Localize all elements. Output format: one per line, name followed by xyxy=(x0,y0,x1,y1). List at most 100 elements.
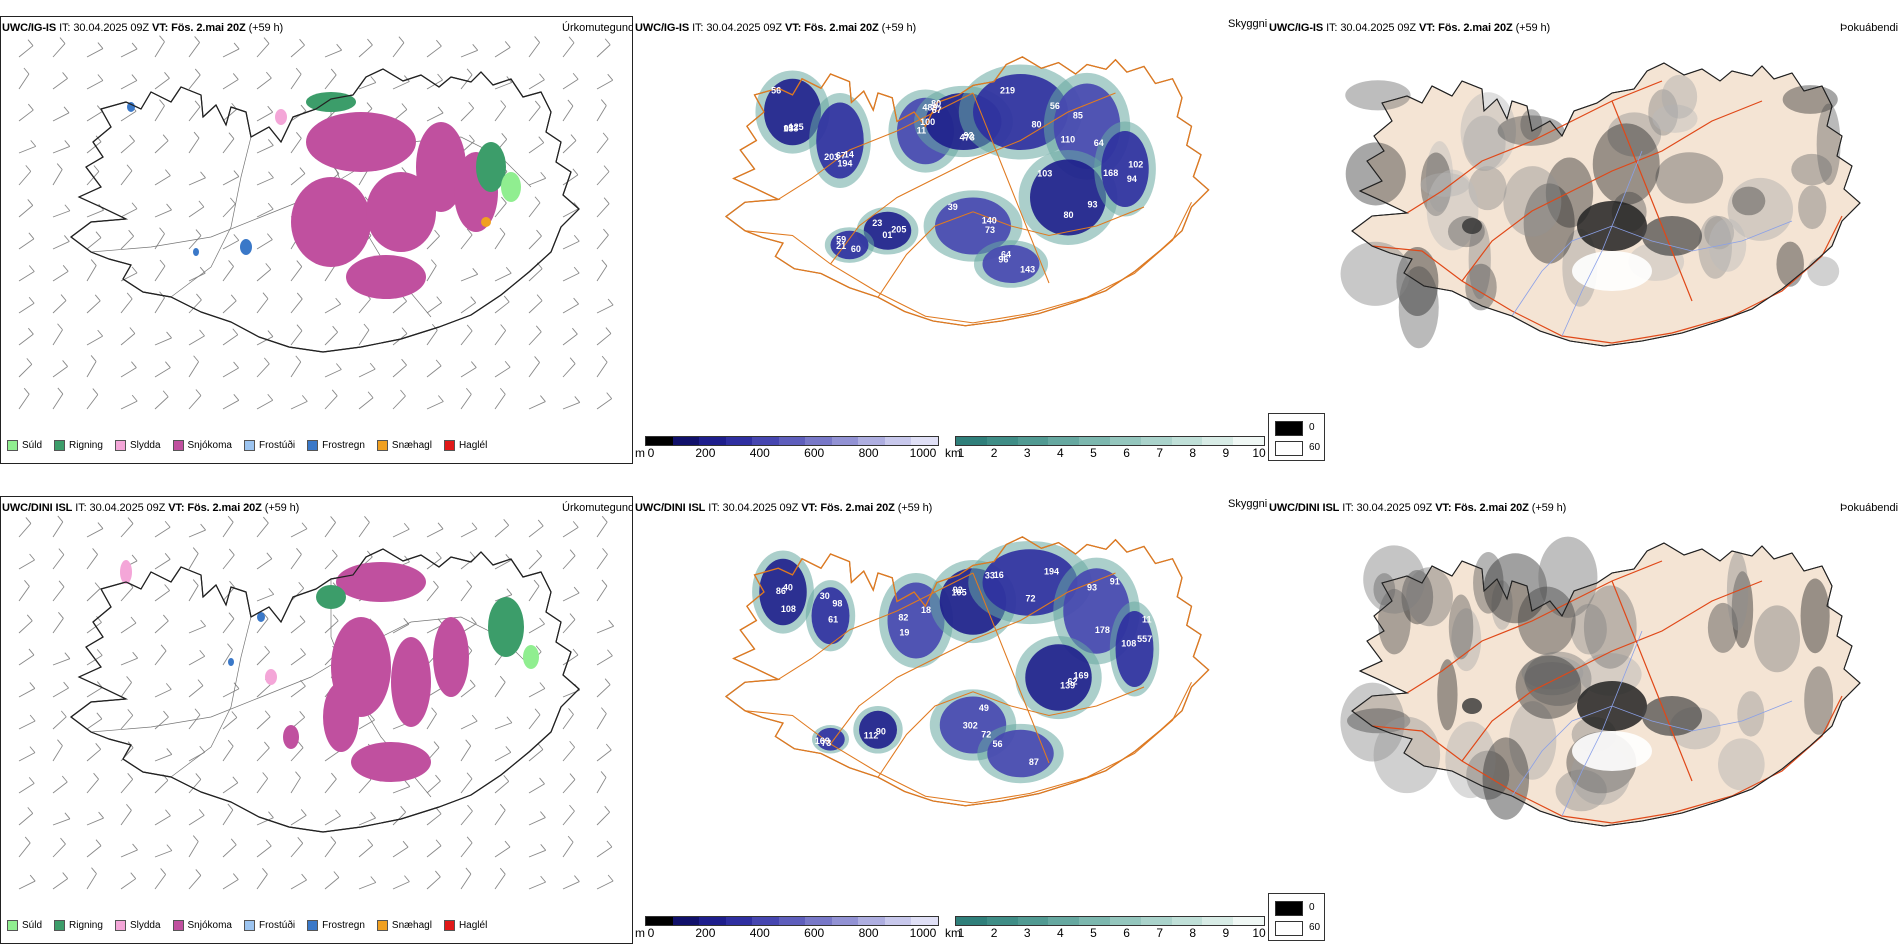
fog-legend-label: 0 xyxy=(1309,902,1315,913)
fog-legend-label: 60 xyxy=(1309,922,1321,933)
scale-tick: 800 xyxy=(858,446,879,460)
scale-tick: 4 xyxy=(1056,926,1064,940)
header-fog-bottom: UWC/DINI ISL IT: 30.04.2025 09Z VT: Fös.… xyxy=(1269,502,1567,514)
vis-value-label: 112 xyxy=(864,731,879,741)
precip-map-bottom xyxy=(18,515,615,890)
legend-swatch xyxy=(376,920,388,931)
vis-scale-m-bottom: m 0 200 400 600 800 1000 xyxy=(633,916,939,942)
legend-item: Haglél xyxy=(443,440,488,451)
legend-item: Slydda xyxy=(114,920,161,931)
vis-value-label: 108 xyxy=(1121,638,1136,648)
title-fog-bottom: Þokuábendi xyxy=(1840,502,1899,514)
vis-value-label: 557 xyxy=(1137,634,1152,644)
scale-cell xyxy=(672,917,700,925)
header-vis-bottom: UWC/DINI ISL IT: 30.04.2025 09Z VT: Fös.… xyxy=(635,502,933,514)
scale-cell xyxy=(699,437,726,445)
title-fog-top: Þokuábendi xyxy=(1840,22,1899,34)
vis-value-label: 489 xyxy=(922,102,937,112)
scale-cell xyxy=(646,437,673,445)
scale-cell xyxy=(699,917,726,925)
scale-cell xyxy=(1017,437,1049,445)
vis-value-label: 56 xyxy=(1050,101,1060,111)
scale-tick: 400 xyxy=(749,926,770,940)
scale-cell xyxy=(1140,437,1172,445)
scale-tick: 1000 xyxy=(909,446,937,460)
vis-value-label: 92 xyxy=(964,131,974,141)
vis-value-label: 39 xyxy=(948,202,958,212)
fog-legend-bottom: 0 60 xyxy=(1268,893,1325,941)
legend-swatch xyxy=(114,440,126,451)
scale-tick: 2 xyxy=(990,926,998,940)
vis-value-label: 90 xyxy=(876,727,886,737)
scale-cell xyxy=(986,917,1018,925)
vis-value-label: 168 xyxy=(1103,168,1118,178)
precip-legend-top: Súld Rigning Slydda Snjókoma Frostúði Frostre… xyxy=(7,440,487,451)
precip-panel-bottom: Súld Rigning Slydda Snjókoma Frostúði Frostre… xyxy=(0,496,633,944)
legend-label: Snjókoma xyxy=(187,440,232,451)
vis-value-label: 16 xyxy=(994,570,1004,580)
scale-tick: 8 xyxy=(1189,926,1197,940)
vis-value-label: 96 xyxy=(998,254,1008,264)
vis-value-label: 143 xyxy=(1020,264,1035,274)
legend-label: Frostúði xyxy=(258,440,296,451)
vis-value-label: 30 xyxy=(820,591,830,601)
vis-value-label: 01 xyxy=(882,230,892,240)
scale-tick: 600 xyxy=(804,446,825,460)
vis-value-label: 80 xyxy=(931,99,941,109)
legend-item: Frostúði xyxy=(243,440,296,451)
legend-label: Súld xyxy=(22,920,43,931)
vis-value-label: 94 xyxy=(1127,174,1137,184)
scale-cell xyxy=(884,437,912,445)
legend-label: Rigning xyxy=(69,920,103,931)
scale-tick: 9 xyxy=(1222,926,1230,940)
vis-value-label: 40 xyxy=(783,583,793,593)
legend-label: Haglél xyxy=(458,440,488,451)
vis-value-label: 62 xyxy=(1067,676,1077,686)
it-label: IT: xyxy=(59,22,71,34)
vis-value-label: 61 xyxy=(828,614,838,624)
scale-tick: 10 xyxy=(1252,926,1266,940)
precip-panel-top: Súld Rigning Slydda Snjókoma Frostúði Frostre… xyxy=(0,16,633,464)
vis-value-label: 23 xyxy=(872,218,882,228)
scale-cell xyxy=(1109,437,1141,445)
vis-value-label: 93 xyxy=(1088,200,1098,210)
legend-swatch xyxy=(307,920,319,931)
vis-value-label: 59 xyxy=(836,235,846,245)
vis-value-label: 178 xyxy=(1095,625,1110,635)
vis-map-bottom: 108 30 19 92 194 178 169 108 302 112 169 56 86 61 18 33… xyxy=(724,536,1210,807)
scale-unit: km xyxy=(945,926,961,940)
vis-value-label: 93 xyxy=(1087,582,1097,592)
legend-swatch xyxy=(443,920,455,931)
scale-cell xyxy=(725,917,753,925)
legend-swatch xyxy=(172,440,184,451)
scale-tick: 3 xyxy=(1023,926,1031,940)
scale-tick: 5 xyxy=(1090,926,1097,940)
vis-scale-m-top: m 0 200 400 600 800 1000 xyxy=(633,436,939,462)
legend-item: Súld xyxy=(7,440,42,451)
vis-value-label: 87 xyxy=(1029,757,1039,767)
scale-tick: 400 xyxy=(749,446,770,460)
scale-unit: km xyxy=(945,446,961,460)
scale-cells xyxy=(645,916,939,926)
legend-item: Slydda xyxy=(114,440,161,451)
scale-tick: 9 xyxy=(1222,446,1230,460)
scale-tick: 0 xyxy=(647,926,655,940)
legend-swatch xyxy=(172,920,184,931)
header-precip-bottom: UWC/DINI ISL IT: 30.04.2025 09Z VT: Fös.… xyxy=(2,502,300,514)
scale-cell xyxy=(725,437,753,445)
scale-tick: 800 xyxy=(858,926,879,940)
scale-tick: 200 xyxy=(695,446,716,460)
legend-swatch xyxy=(114,920,126,931)
scale-cells xyxy=(955,916,1265,926)
legend-item: Súld xyxy=(7,920,42,931)
vis-value-label: 125 xyxy=(789,122,804,132)
legend-item: Snjókoma xyxy=(172,920,232,931)
vis-panel-top: 03 67 100 80 56 110 80 168 140 23 21 143 153 194 67 92 8… xyxy=(633,16,1265,464)
legend-label: Rigning xyxy=(69,440,103,451)
legend-item: Rigning xyxy=(54,440,103,451)
vis-value-label: 11 xyxy=(917,125,927,135)
legend-item: Frostregn xyxy=(307,440,365,451)
fog-legend-swatch xyxy=(1275,421,1303,436)
it-value: 30.04.2025 09Z xyxy=(73,22,150,34)
